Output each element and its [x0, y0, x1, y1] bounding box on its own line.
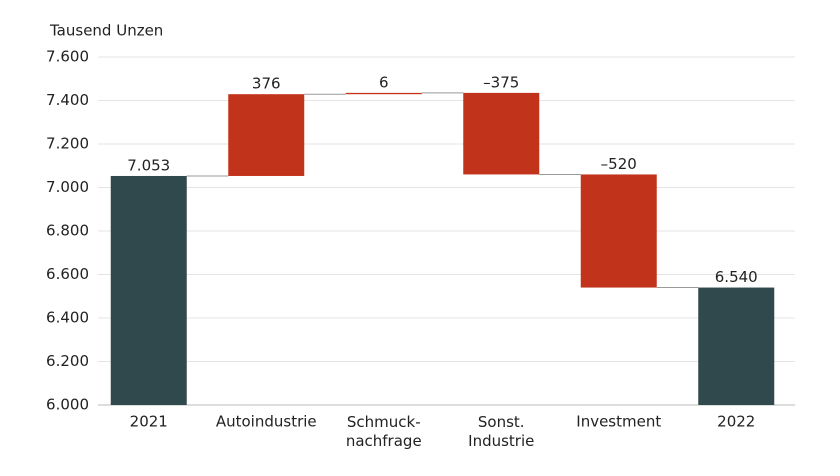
x-tick-label: 2022 [717, 413, 755, 431]
y-tick-label: 7.000 [46, 178, 89, 196]
y-tick-label: 7.400 [46, 91, 89, 109]
y-tick-label: 6.800 [46, 222, 89, 240]
bar [580, 174, 657, 288]
value-label: –375 [483, 73, 519, 91]
x-tick-label: Autoindustrie [216, 413, 317, 431]
y-tick-label: 7.600 [46, 48, 89, 66]
bar [463, 92, 540, 175]
bar [228, 94, 305, 176]
value-label: 6 [379, 73, 389, 91]
x-tick-label: Schmuck-nachfrage [346, 413, 422, 450]
y-tick-label: 6.200 [46, 352, 89, 370]
x-tick-label: Sonst. Industrie [468, 413, 534, 450]
value-label: 6.540 [715, 268, 758, 286]
y-tick-label: 6.400 [46, 309, 89, 327]
value-label: 376 [252, 75, 281, 93]
bar [698, 287, 775, 405]
y-tick-label: 6.600 [46, 265, 89, 283]
value-label: –520 [601, 155, 637, 173]
y-axis-label: Tausend Unzen [49, 22, 163, 40]
y-tick-label: 7.200 [46, 135, 89, 153]
bar [345, 92, 422, 95]
x-tick-label: Investment [576, 413, 661, 431]
value-label: 7.053 [127, 156, 170, 174]
x-tick-label: 2021 [130, 413, 168, 431]
y-tick-label: 6.000 [46, 396, 89, 414]
bar [110, 175, 187, 405]
